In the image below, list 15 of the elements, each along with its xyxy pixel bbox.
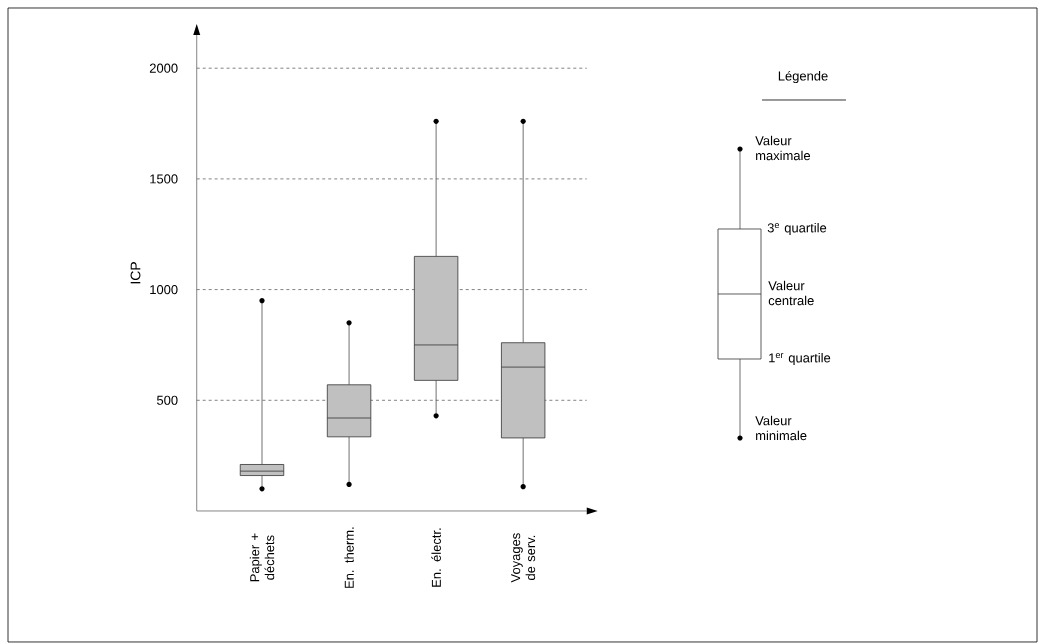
y-tick-label: 2000 <box>149 63 178 73</box>
y-axis-title: ICP <box>130 262 141 284</box>
text: Légende <box>778 70 828 84</box>
x-tick-label: En. therm. <box>344 527 354 588</box>
text: 3$^{e}$ quartile <box>767 222 827 236</box>
y-tick-label: 1500 <box>150 174 178 184</box>
x-tick-label: Papier + déchets <box>249 533 275 582</box>
y-tick-label: 1000 <box>150 285 178 295</box>
x-tick-label: Voyages de serv. <box>511 533 536 583</box>
x-tick-label: En. électr. <box>431 528 441 587</box>
text: Valeur centrale <box>768 280 814 306</box>
text: Valeur minimale <box>755 415 807 441</box>
y-tick-label: 500 <box>156 395 178 405</box>
text: 1$^{er}$ quartile <box>769 352 831 366</box>
text: Valeur maximale <box>755 135 811 161</box>
